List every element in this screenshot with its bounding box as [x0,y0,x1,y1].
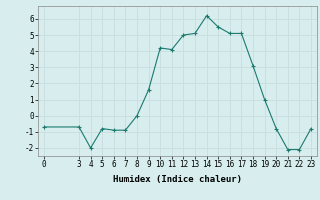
X-axis label: Humidex (Indice chaleur): Humidex (Indice chaleur) [113,175,242,184]
